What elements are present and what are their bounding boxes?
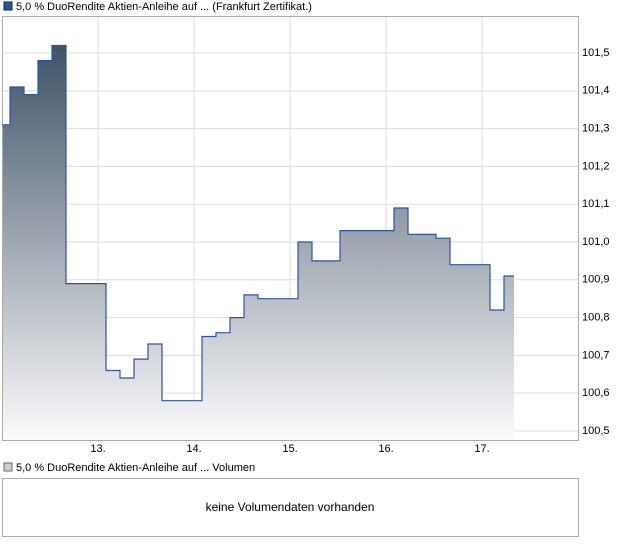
y-tick-label: 101,0 [582, 236, 610, 248]
volume-legend-swatch [3, 462, 13, 472]
y-tick-label: 101,4 [582, 85, 610, 97]
x-tick-label: 17. [474, 443, 489, 455]
y-tick-label: 101,5 [582, 47, 610, 59]
y-tick-label: 100,6 [582, 387, 610, 399]
x-tick-label: 15. [282, 443, 297, 455]
y-tick-label: 101,3 [582, 123, 610, 135]
volume-message: keine Volumendaten vorhanden [206, 500, 375, 514]
plot-frame [2, 16, 579, 441]
legend-swatch [3, 1, 13, 11]
y-tick-label: 101,2 [582, 160, 610, 172]
x-tick-label: 13. [90, 443, 105, 455]
volume-frame [2, 478, 579, 537]
y-tick-label: 100,7 [582, 349, 610, 361]
x-tick-label: 14. [186, 443, 201, 455]
area [2, 45, 514, 440]
y-tick-label: 100,9 [582, 274, 610, 286]
price-line [2, 44, 514, 402]
y-tick-label: 100,5 [582, 425, 610, 437]
volume-legend: 5,0 % DuoRendite Aktien-Anleihe auf ... … [16, 462, 255, 474]
chart-title: 5,0 % DuoRendite Aktien-Anleihe auf ... … [16, 1, 312, 13]
y-tick-label: 100,8 [582, 311, 610, 323]
x-tick-label: 16. [378, 443, 393, 455]
y-tick-label: 101,1 [582, 198, 610, 210]
